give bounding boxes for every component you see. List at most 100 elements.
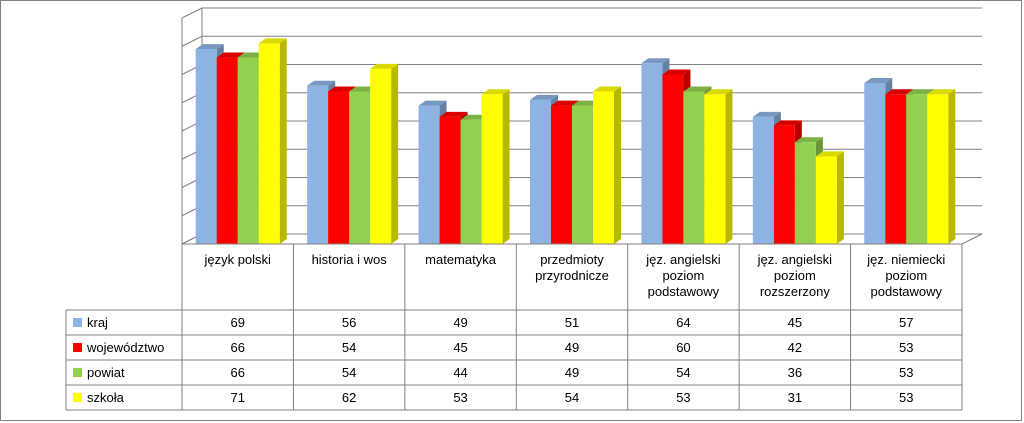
bar-top bbox=[662, 69, 691, 75]
category-label: historia i wos bbox=[312, 252, 388, 267]
bar-top bbox=[683, 86, 712, 92]
bar bbox=[906, 94, 928, 245]
bar bbox=[752, 116, 774, 244]
bar bbox=[593, 91, 614, 244]
table-value: 56 bbox=[342, 315, 356, 330]
category-label: podstawowy bbox=[871, 284, 943, 299]
bar bbox=[572, 105, 593, 244]
legend-label: powiat bbox=[87, 365, 125, 380]
legend-key bbox=[73, 343, 82, 352]
bar-side bbox=[279, 38, 287, 244]
bar-top bbox=[906, 89, 935, 95]
bar-top bbox=[258, 38, 287, 44]
bar-side bbox=[948, 89, 956, 245]
bar-top bbox=[752, 111, 781, 117]
category-label: jęz. angielski bbox=[645, 252, 721, 267]
category-label: rozszerzony bbox=[760, 284, 831, 299]
bar bbox=[439, 116, 461, 244]
table-value: 57 bbox=[899, 315, 913, 330]
table-value: 49 bbox=[565, 340, 579, 355]
category-label: matematyka bbox=[425, 252, 497, 267]
category-label: jęz. angielski bbox=[757, 252, 833, 267]
category-label: poziom bbox=[774, 268, 816, 283]
table-value: 45 bbox=[788, 315, 802, 330]
bar-top bbox=[481, 89, 510, 95]
bar bbox=[307, 85, 329, 244]
category-label: przyrodnicze bbox=[535, 268, 609, 283]
table-value: 53 bbox=[899, 365, 913, 380]
table-value: 53 bbox=[453, 390, 467, 405]
gridline-side bbox=[181, 35, 203, 47]
bar-side bbox=[391, 63, 399, 244]
table-value: 66 bbox=[230, 365, 244, 380]
bar bbox=[195, 49, 217, 245]
bar bbox=[370, 68, 392, 244]
bar-top bbox=[216, 52, 245, 58]
table-value: 51 bbox=[565, 315, 579, 330]
bar-top bbox=[885, 89, 914, 95]
bar-side bbox=[502, 89, 510, 245]
legend-key bbox=[73, 393, 82, 402]
table-value: 66 bbox=[230, 340, 244, 355]
bar-top bbox=[927, 89, 956, 95]
bar bbox=[885, 94, 907, 245]
bar-top bbox=[328, 86, 357, 92]
bar-side bbox=[836, 151, 844, 244]
bar-top bbox=[370, 63, 399, 69]
table-value: 49 bbox=[565, 365, 579, 380]
table-value: 54 bbox=[342, 365, 356, 380]
category-label: język polski bbox=[203, 252, 271, 267]
bar-top bbox=[439, 111, 468, 117]
legend-key bbox=[73, 368, 82, 377]
bar bbox=[704, 94, 726, 245]
table-value: 49 bbox=[453, 315, 467, 330]
bar-side bbox=[614, 86, 621, 244]
bar-top bbox=[773, 120, 802, 126]
bar bbox=[237, 57, 259, 244]
bar bbox=[216, 57, 238, 244]
bar bbox=[328, 91, 350, 244]
bar-side bbox=[725, 89, 733, 245]
bar-top bbox=[551, 100, 579, 106]
bar-top bbox=[530, 94, 558, 100]
table-value: 45 bbox=[453, 340, 467, 355]
table-value: 71 bbox=[230, 390, 244, 405]
category-label: podstawowy bbox=[648, 284, 720, 299]
bar bbox=[481, 94, 503, 245]
table-value: 42 bbox=[788, 340, 802, 355]
table-value: 69 bbox=[230, 315, 244, 330]
gridline-side bbox=[181, 7, 203, 19]
table-value: 36 bbox=[788, 365, 802, 380]
bar-top bbox=[593, 86, 621, 92]
bar bbox=[683, 91, 705, 244]
category-label: poziom bbox=[885, 268, 927, 283]
category-label: jęz. niemiecki bbox=[866, 252, 945, 267]
bar bbox=[815, 156, 837, 244]
bar bbox=[530, 99, 551, 244]
bar bbox=[773, 125, 795, 244]
bar bbox=[460, 119, 482, 244]
bar-top bbox=[815, 151, 844, 157]
legend-key bbox=[73, 318, 82, 327]
bar-top bbox=[307, 80, 336, 86]
bar-top bbox=[418, 100, 447, 106]
table-value: 54 bbox=[676, 365, 690, 380]
table-value: 44 bbox=[453, 365, 467, 380]
bar-top bbox=[641, 58, 670, 64]
bar bbox=[349, 91, 371, 244]
category-label: poziom bbox=[662, 268, 704, 283]
table-value: 31 bbox=[788, 390, 802, 405]
legend-label: szkoła bbox=[87, 390, 125, 405]
table-value: 53 bbox=[899, 340, 913, 355]
bar bbox=[927, 94, 949, 245]
table-value: 64 bbox=[676, 315, 690, 330]
table-value: 54 bbox=[565, 390, 579, 405]
legend-label: kraj bbox=[87, 315, 108, 330]
legend-label: województwo bbox=[86, 340, 164, 355]
bar bbox=[551, 105, 572, 244]
table-value: 62 bbox=[342, 390, 356, 405]
bar-top bbox=[704, 89, 733, 95]
table-value: 60 bbox=[676, 340, 690, 355]
